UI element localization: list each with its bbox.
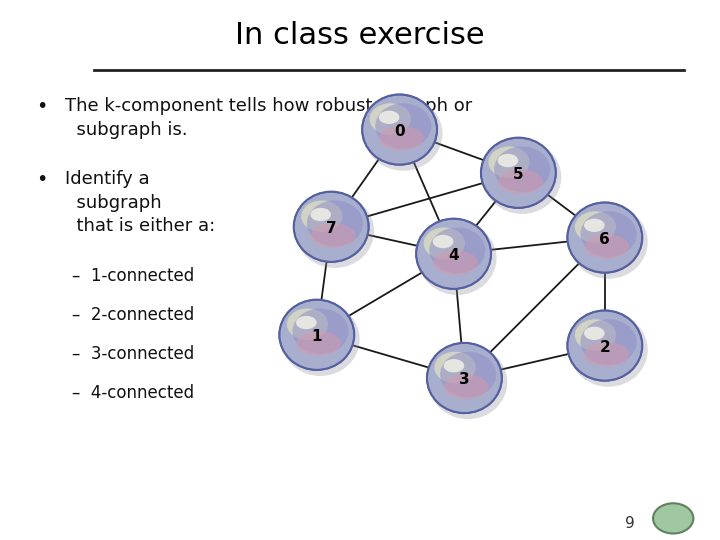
Ellipse shape <box>580 319 636 365</box>
Ellipse shape <box>310 223 356 248</box>
Ellipse shape <box>567 202 642 273</box>
Ellipse shape <box>433 235 454 248</box>
Ellipse shape <box>296 331 341 356</box>
Ellipse shape <box>295 194 374 268</box>
Ellipse shape <box>575 211 616 243</box>
Ellipse shape <box>379 111 400 124</box>
Ellipse shape <box>379 126 424 151</box>
Ellipse shape <box>482 140 562 214</box>
Text: 9: 9 <box>625 516 635 531</box>
Ellipse shape <box>418 221 497 295</box>
Text: In class exercise: In class exercise <box>235 21 485 50</box>
Ellipse shape <box>301 200 343 232</box>
Text: 7: 7 <box>326 221 336 236</box>
Text: –  2-connected: – 2-connected <box>72 306 194 324</box>
Ellipse shape <box>434 352 476 383</box>
Ellipse shape <box>440 352 496 397</box>
Ellipse shape <box>444 375 489 399</box>
Text: 6: 6 <box>600 232 610 247</box>
Ellipse shape <box>307 200 363 246</box>
Ellipse shape <box>310 208 331 221</box>
Text: –  1-connected: – 1-connected <box>72 267 194 285</box>
Ellipse shape <box>296 316 317 329</box>
Circle shape <box>653 503 693 534</box>
Text: Identify a
  subgraph
  that is either a:: Identify a subgraph that is either a: <box>65 170 215 235</box>
Ellipse shape <box>287 308 328 340</box>
Ellipse shape <box>567 310 642 381</box>
Ellipse shape <box>444 359 464 373</box>
Text: –  4-connected: – 4-connected <box>72 384 194 402</box>
Ellipse shape <box>433 250 478 275</box>
Ellipse shape <box>498 154 518 167</box>
Text: –  3-connected: – 3-connected <box>72 345 194 363</box>
Ellipse shape <box>362 94 437 165</box>
Ellipse shape <box>580 211 636 257</box>
Ellipse shape <box>281 302 360 376</box>
Ellipse shape <box>575 319 616 351</box>
Ellipse shape <box>584 234 629 259</box>
Ellipse shape <box>584 327 605 340</box>
Ellipse shape <box>364 97 443 171</box>
Ellipse shape <box>584 342 629 367</box>
Ellipse shape <box>481 138 556 208</box>
Text: 5: 5 <box>513 167 523 182</box>
Text: 4: 4 <box>449 248 459 263</box>
Ellipse shape <box>375 103 431 149</box>
Ellipse shape <box>428 346 508 419</box>
Ellipse shape <box>488 146 530 178</box>
Ellipse shape <box>279 300 354 370</box>
Ellipse shape <box>423 227 465 259</box>
Ellipse shape <box>584 219 605 232</box>
Ellipse shape <box>494 146 550 192</box>
Ellipse shape <box>292 308 348 354</box>
Ellipse shape <box>369 103 411 135</box>
Text: 2: 2 <box>600 340 610 355</box>
Text: •: • <box>36 170 48 189</box>
Ellipse shape <box>569 205 648 279</box>
Ellipse shape <box>294 192 369 262</box>
Ellipse shape <box>416 219 491 289</box>
Text: 0: 0 <box>395 124 405 139</box>
Ellipse shape <box>427 343 502 413</box>
Ellipse shape <box>429 227 485 273</box>
Ellipse shape <box>498 169 543 194</box>
Text: •: • <box>36 97 48 116</box>
Text: 1: 1 <box>312 329 322 344</box>
Text: 3: 3 <box>459 372 469 387</box>
Text: The k-component tells how robust a graph or
  subgraph is.: The k-component tells how robust a graph… <box>65 97 472 139</box>
Ellipse shape <box>569 313 648 387</box>
